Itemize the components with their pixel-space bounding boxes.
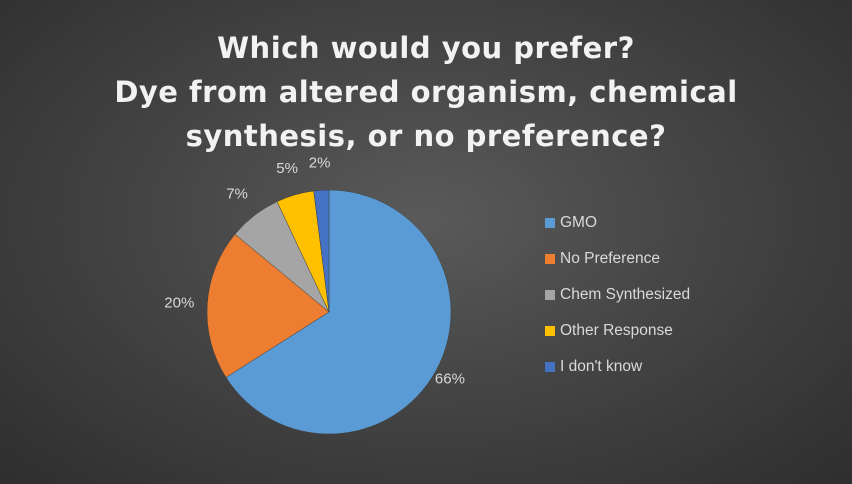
- legend-label: I don't know: [560, 358, 643, 375]
- data-label-chem-synthesized: 7%: [226, 185, 248, 202]
- legend-swatch: [545, 326, 555, 336]
- title-line-1: Which would you prefer?: [217, 31, 635, 65]
- legend-item-no-preference: No Preference: [545, 241, 690, 277]
- legend-item-other-response: Other Response: [545, 313, 690, 349]
- pie-slice-no-preference: [206, 233, 330, 378]
- title-line-2: Dye from altered organism, chemical: [114, 75, 738, 109]
- legend-swatch: [545, 218, 555, 228]
- pie-slice-gmo: [225, 189, 452, 435]
- legend-label: No Preference: [560, 250, 660, 267]
- legend-item-dont-know: I don't know: [545, 349, 690, 385]
- legend-label: GMO: [560, 214, 598, 231]
- legend-label: Chem Synthesized: [560, 286, 691, 303]
- data-label-no-preference: 20%: [164, 295, 194, 312]
- legend-label: Other Response: [560, 322, 673, 339]
- data-label-other-response: 5%: [276, 160, 298, 177]
- legend-swatch: [545, 362, 555, 372]
- legend-swatch: [545, 290, 555, 300]
- title-line-3: synthesis, or no preference?: [185, 119, 667, 153]
- pie-slice-dont-know: [313, 189, 330, 313]
- legend: GMO No Preference Chem Synthesized Other…: [545, 205, 690, 385]
- data-label-dont-know: 2%: [309, 154, 331, 171]
- legend-item-chem-synthesized: Chem Synthesized: [545, 277, 690, 313]
- legend-swatch: [545, 254, 555, 264]
- data-label-gmo: 66%: [435, 370, 465, 387]
- legend-item-gmo: GMO: [545, 205, 690, 241]
- chart-title: Which would you prefer? Dye from altered…: [0, 26, 852, 158]
